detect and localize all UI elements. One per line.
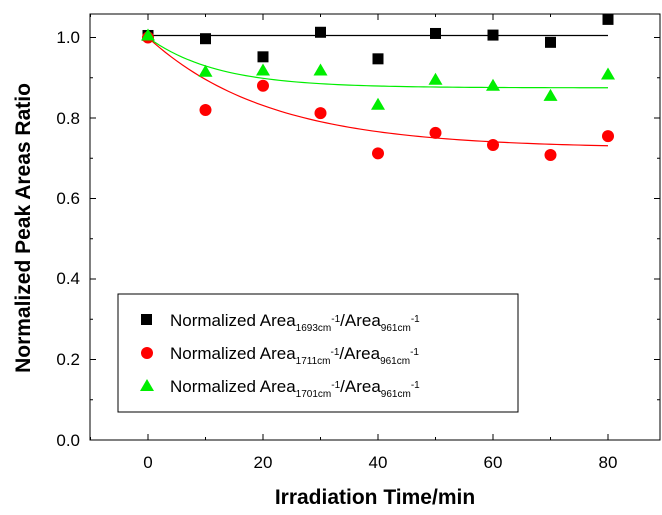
- data-point-triangle: [543, 88, 558, 101]
- legend-label-mid: /Area: [339, 344, 380, 363]
- svg-text:Normalized Area1711cm-1/Area96: Normalized Area1711cm-1/Area961cm-1: [170, 344, 419, 367]
- data-point-triangle: [428, 72, 443, 85]
- legend-entry: Normalized Area1701cm-1/Area961cm-1: [140, 377, 420, 400]
- legend-label-sup: -1: [411, 314, 420, 325]
- fit-lines: [147, 34, 609, 147]
- legend-marker-triangle: [140, 379, 154, 391]
- data-point-triangle: [198, 64, 213, 77]
- x-tick-label: 20: [254, 453, 273, 472]
- data-point-square: [257, 51, 269, 63]
- legend-label-sup: -1: [331, 314, 340, 325]
- data-point-square: [430, 27, 441, 39]
- data-point-square: [602, 13, 614, 25]
- data-point-triangle: [313, 63, 328, 76]
- x-tick-label: 40: [369, 453, 388, 472]
- y-tick-label: 0.4: [56, 269, 80, 288]
- legend-label-main: Normalized Area: [170, 377, 296, 396]
- legend-label-sup: -1: [410, 347, 419, 358]
- plot-area: [89, 13, 661, 441]
- x-axis-tick-labels: 0 20 40 60 80: [143, 453, 617, 472]
- y-tick-label: 0.2: [56, 350, 80, 369]
- y-axis-title: Normalized Peak Areas Ratio: [12, 83, 35, 373]
- legend: Normalized Area1693cm-1/Area961cm-1 Norm…: [117, 293, 519, 413]
- data-point-circle: [487, 138, 499, 151]
- data-point-circle: [314, 107, 327, 120]
- x-axis-title: Irradiation Time/min: [275, 486, 475, 509]
- data-point-triangle: [486, 78, 500, 91]
- legend-label-sup: -1: [331, 347, 340, 358]
- data-point-square: [200, 33, 211, 45]
- legend-entry: Normalized Area1711cm-1/Area961cm-1: [141, 344, 419, 367]
- y-tick-label: 0.6: [56, 189, 80, 208]
- data-point-circle: [544, 149, 557, 162]
- data-point-circle: [602, 130, 614, 143]
- data-point-circle: [257, 79, 269, 92]
- fit-line-series-2: [147, 37, 609, 147]
- legend-label-sub: 1701cm: [296, 389, 332, 400]
- legend-label-sub: 1693cm: [296, 323, 332, 334]
- legend-label-sub: 1711cm: [296, 356, 331, 367]
- legend-label-main: Normalized Area: [170, 344, 296, 363]
- fit-line-series-3: [147, 37, 609, 89]
- data-point-square: [545, 36, 556, 48]
- legend-marker-circle: [141, 347, 153, 359]
- data-point-square: [372, 53, 384, 65]
- legend-label-sub: 961cm: [380, 356, 410, 367]
- legend-label-mid: /Area: [340, 311, 381, 330]
- data-point-circle: [429, 126, 442, 139]
- data-point-triangle: [141, 28, 155, 41]
- legend-label-mid: /Area: [340, 377, 381, 396]
- legend-label-sub: 961cm: [381, 323, 411, 334]
- data-point-circle: [199, 103, 212, 116]
- y-axis-tick-labels: 0.0 0.2 0.4 0.6 0.8 1.0: [56, 28, 80, 450]
- data-point-triangle: [256, 63, 270, 76]
- svg-text:Normalized Area1701cm-1/Area96: Normalized Area1701cm-1/Area961cm-1: [170, 377, 420, 400]
- axis-ticks: [90, 14, 660, 441]
- plot-frame: [89, 13, 661, 441]
- legend-label-sup: -1: [331, 380, 340, 391]
- data-point-square: [487, 29, 499, 41]
- svg-text:Normalized Area1693cm-1/Area96: Normalized Area1693cm-1/Area961cm-1: [170, 311, 420, 334]
- legend-box: [117, 293, 519, 413]
- data-point-square: [315, 26, 326, 38]
- x-tick-label: 0: [143, 453, 152, 472]
- legend-label-sub: 961cm: [381, 389, 411, 400]
- x-tick-label: 60: [484, 453, 503, 472]
- data-point-circle: [372, 147, 384, 160]
- data-markers: [141, 13, 615, 162]
- y-tick-label: 1.0: [56, 28, 80, 47]
- y-tick-label: 0.0: [56, 431, 80, 450]
- y-tick-label: 0.8: [56, 109, 80, 128]
- legend-entry: Normalized Area1693cm-1/Area961cm-1: [141, 311, 420, 334]
- legend-label-main: Normalized Area: [170, 311, 296, 330]
- legend-marker-square: [141, 314, 152, 325]
- legend-label-sup: -1: [411, 380, 420, 391]
- data-point-triangle: [601, 67, 615, 80]
- data-point-triangle: [371, 97, 385, 110]
- x-tick-label: 80: [599, 453, 618, 472]
